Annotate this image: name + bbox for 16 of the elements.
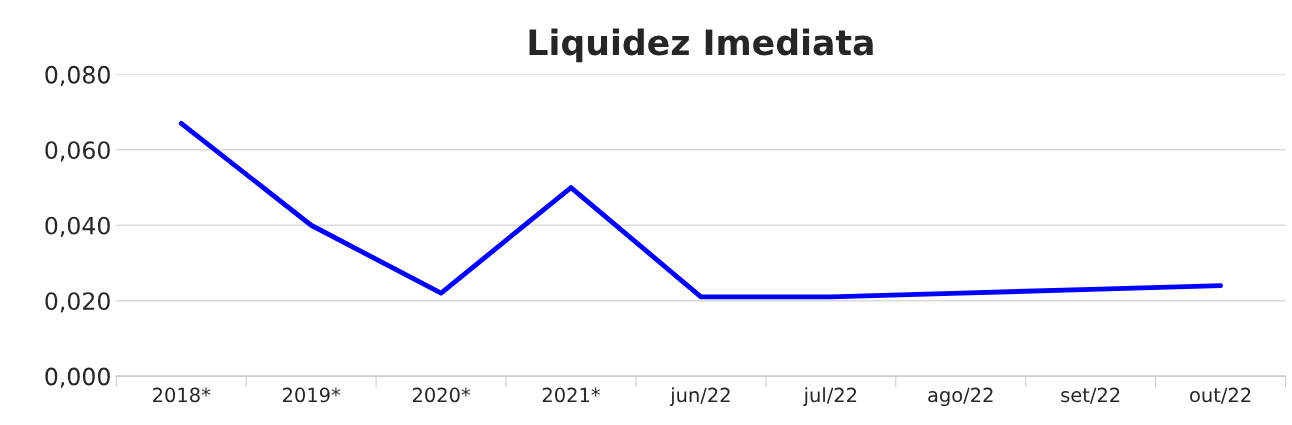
y-tick-label: 0,020	[45, 292, 110, 313]
line-series	[178, 120, 1224, 300]
x-tick-label: out/22	[1190, 387, 1251, 404]
chart-title: Liquidez Imediata	[529, 28, 873, 63]
y-tick-label: 0,000	[45, 367, 110, 388]
x-tick-label: 2018*	[153, 387, 211, 403]
x-tick-label: ago/22	[928, 387, 993, 407]
x-tick-label: 2019*	[282, 387, 341, 403]
x-tick-label: 2021*	[542, 387, 601, 403]
x-tick-label: jul/22	[803, 387, 857, 407]
y-tick-label: 0,060	[45, 141, 110, 162]
x-tick-label: jun/22	[669, 387, 730, 407]
y-tick-label: 0,040	[45, 216, 110, 237]
x-tick-label: 2020*	[412, 387, 471, 403]
x-tick-label: set/22	[1061, 387, 1120, 404]
y-tick-label: 0,080	[45, 65, 110, 87]
